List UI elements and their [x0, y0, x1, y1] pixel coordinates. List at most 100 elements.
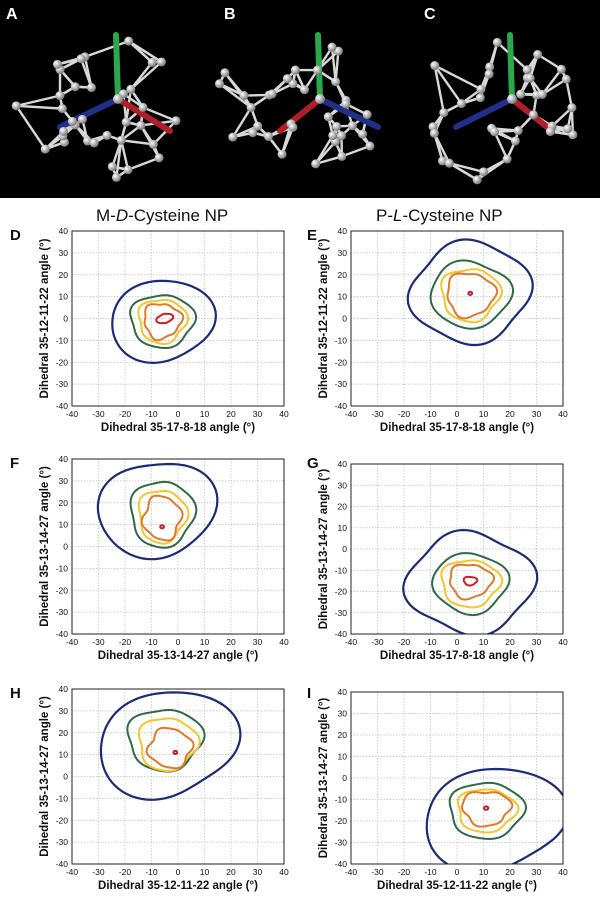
contour-level-5 — [155, 312, 175, 325]
atom-sphere — [444, 158, 454, 168]
atom-sphere — [311, 159, 321, 169]
contour-level-4 — [145, 726, 195, 770]
bond-line — [120, 139, 130, 171]
molecule-structure-c — [428, 32, 578, 185]
green-bond — [507, 32, 515, 102]
y-tick-label: 30 — [59, 248, 69, 258]
x-tick-label: 30 — [532, 409, 542, 419]
contour-chart-e: E -40-40 -30 -30 -20 -20 -10 -10 0 0 10 10 20 20 30 30 4… — [307, 226, 568, 434]
atom-sphere — [545, 127, 555, 137]
contour-level-5 — [172, 749, 179, 755]
atom-sphere — [347, 121, 357, 131]
atom-sphere — [277, 149, 287, 159]
x-tick-label: -20 — [398, 637, 411, 647]
y-tick-label: -20 — [56, 357, 69, 367]
x-axis-label: Dihedral 35-12-11-22 angle (°) — [98, 880, 258, 892]
contour-level-3 — [440, 268, 503, 324]
x-tick-label: -20 — [398, 409, 411, 419]
atom-sphere — [456, 99, 466, 109]
y-tick-label: -30 — [56, 837, 69, 847]
y-tick-label: 40 — [338, 459, 348, 469]
x-tick-label: -10 — [145, 867, 158, 877]
contour-level-2 — [429, 259, 514, 330]
y-tick-label: 40 — [338, 226, 348, 236]
y-tick-label: 20 — [338, 502, 348, 512]
y-tick-label: -20 — [335, 357, 348, 367]
atom-sphere — [89, 138, 99, 148]
contour-lines — [402, 528, 539, 634]
atom-sphere — [124, 36, 134, 46]
y-tick-label: -40 — [56, 401, 69, 411]
x-axis-label: Dihedral 35-13-14-27 angle (°) — [98, 650, 259, 662]
contour-level-4 — [461, 791, 514, 828]
atom-sphere — [430, 61, 440, 71]
y-tick-label: -30 — [335, 838, 348, 848]
bond-line — [232, 125, 259, 139]
atom-sphere — [438, 156, 448, 166]
bond-line — [551, 106, 573, 127]
x-tick-label: 40 — [558, 409, 568, 419]
x-tick-label: 10 — [200, 637, 210, 647]
bond-line — [433, 132, 444, 162]
contour-level-4 — [140, 494, 184, 542]
atom-sphere — [282, 74, 292, 84]
contour-level-4 — [143, 303, 185, 342]
y-tick-label: 20 — [59, 728, 69, 738]
y-tick-label: -40 — [335, 859, 348, 869]
atom-sphere — [567, 103, 577, 113]
x-tick-label: 0 — [176, 637, 181, 647]
panel-letter: F — [10, 455, 19, 472]
contour-lines — [99, 691, 242, 801]
bond-line — [223, 72, 253, 109]
atom-sphere — [248, 128, 258, 138]
atom-sphere — [57, 104, 67, 114]
x-tick-label: -10 — [145, 637, 158, 647]
x-axis-label: Dihedral 35-17-8-18 angle (°) — [380, 422, 534, 434]
bond-line — [152, 119, 177, 146]
atom-sphere — [76, 54, 86, 64]
contour-level-3 — [137, 717, 201, 773]
y-tick-label: 0 — [342, 314, 347, 324]
contour-chart-g: G -40-40 -30 -30 -20 -20 -10 -10 0 0 10 10 20 20 30 30 4… — [307, 455, 568, 662]
x-tick-label: -40 — [66, 867, 79, 877]
y-axis-label: Dihedral 35-13-14-27 angle (°) — [39, 466, 51, 627]
y-tick-label: 10 — [338, 292, 348, 302]
atom-sphere — [323, 112, 333, 122]
green-bond — [113, 32, 121, 102]
x-tick-label: 10 — [479, 867, 489, 877]
bond-line — [433, 65, 445, 113]
y-tick-label: -40 — [56, 629, 69, 639]
contour-level-5 — [483, 805, 490, 811]
x-tick-label: 30 — [532, 867, 542, 877]
y-tick-label: 10 — [338, 752, 348, 762]
bond-line — [476, 158, 508, 181]
bond-line — [121, 139, 154, 146]
y-tick-label: 0 — [63, 314, 68, 324]
x-tick-label: -30 — [92, 637, 105, 647]
panel-letter-b: B — [224, 6, 236, 23]
y-axis-label: Dihedral 35-13-14-27 angle (°) — [318, 469, 330, 630]
x-tick-label: 0 — [455, 637, 460, 647]
x-axis-label: Dihedral 35-17-8-18 angle (°) — [101, 422, 255, 434]
x-tick-label: 30 — [253, 867, 263, 877]
y-tick-label: -10 — [335, 335, 348, 345]
atom-sphere — [263, 131, 273, 141]
atom-sphere — [332, 121, 342, 131]
x-tick-label: 40 — [558, 637, 568, 647]
y-tick-label: 0 — [342, 544, 347, 554]
x-tick-label: 20 — [505, 867, 515, 877]
atom-sphere — [331, 77, 341, 87]
atom-sphere — [111, 172, 121, 182]
contour-lines — [406, 238, 534, 347]
atom-sphere — [336, 131, 346, 141]
atom-sphere — [40, 144, 50, 154]
bond-line — [541, 78, 567, 96]
bond-line — [570, 107, 575, 135]
atom-sphere — [484, 69, 494, 79]
contour-level-1 — [99, 691, 242, 801]
y-tick-label: -20 — [335, 587, 348, 597]
panel-letter: D — [10, 227, 21, 244]
contour-level-1 — [111, 279, 217, 364]
y-axis-label: Dihedral 35-13-14-27 angle (°) — [39, 696, 51, 857]
